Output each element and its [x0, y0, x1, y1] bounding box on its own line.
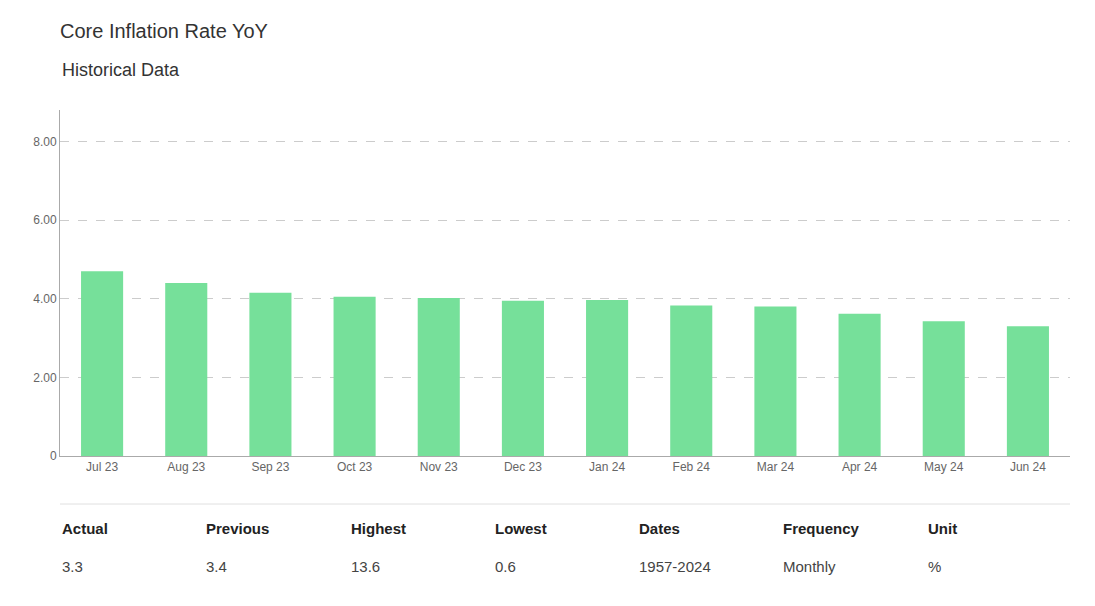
svg-text:Core Inflation Rate YoY: Core Inflation Rate YoY — [60, 20, 268, 42]
svg-text:Oct 23: Oct 23 — [337, 460, 373, 474]
svg-text:Highest: Highest — [351, 520, 406, 537]
svg-text:Jan 24: Jan 24 — [589, 460, 625, 474]
svg-text:Lowest: Lowest — [495, 520, 547, 537]
svg-text:3.3: 3.3 — [62, 558, 83, 575]
svg-text:Unit: Unit — [928, 520, 957, 537]
svg-text:0.6: 0.6 — [495, 558, 516, 575]
svg-text:Actual: Actual — [62, 520, 108, 537]
svg-text:Aug 23: Aug 23 — [167, 460, 205, 474]
svg-text:1957-2024: 1957-2024 — [639, 558, 711, 575]
svg-text:%: % — [928, 558, 941, 575]
svg-text:Sep 23: Sep 23 — [251, 460, 289, 474]
svg-text:13.6: 13.6 — [351, 558, 380, 575]
svg-text:Historical Data: Historical Data — [62, 60, 180, 80]
svg-text:6.00: 6.00 — [33, 213, 57, 227]
svg-text:4.00: 4.00 — [33, 292, 57, 306]
svg-text:3.4: 3.4 — [206, 558, 227, 575]
svg-text:Previous: Previous — [206, 520, 269, 537]
svg-text:Jun 24: Jun 24 — [1010, 460, 1046, 474]
svg-text:Monthly: Monthly — [783, 558, 836, 575]
svg-text:Mar 24: Mar 24 — [757, 460, 795, 474]
svg-text:8.00: 8.00 — [33, 135, 57, 149]
svg-text:Dates: Dates — [639, 520, 680, 537]
svg-text:Feb 24: Feb 24 — [673, 460, 711, 474]
svg-text:2.00: 2.00 — [33, 371, 57, 385]
svg-text:Frequency: Frequency — [783, 520, 860, 537]
svg-text:Apr 24: Apr 24 — [842, 460, 878, 474]
svg-text:Nov 23: Nov 23 — [420, 460, 458, 474]
svg-text:Dec 23: Dec 23 — [504, 460, 542, 474]
svg-text:0: 0 — [50, 449, 57, 463]
svg-text:Jul 23: Jul 23 — [86, 460, 118, 474]
svg-text:May 24: May 24 — [924, 460, 964, 474]
